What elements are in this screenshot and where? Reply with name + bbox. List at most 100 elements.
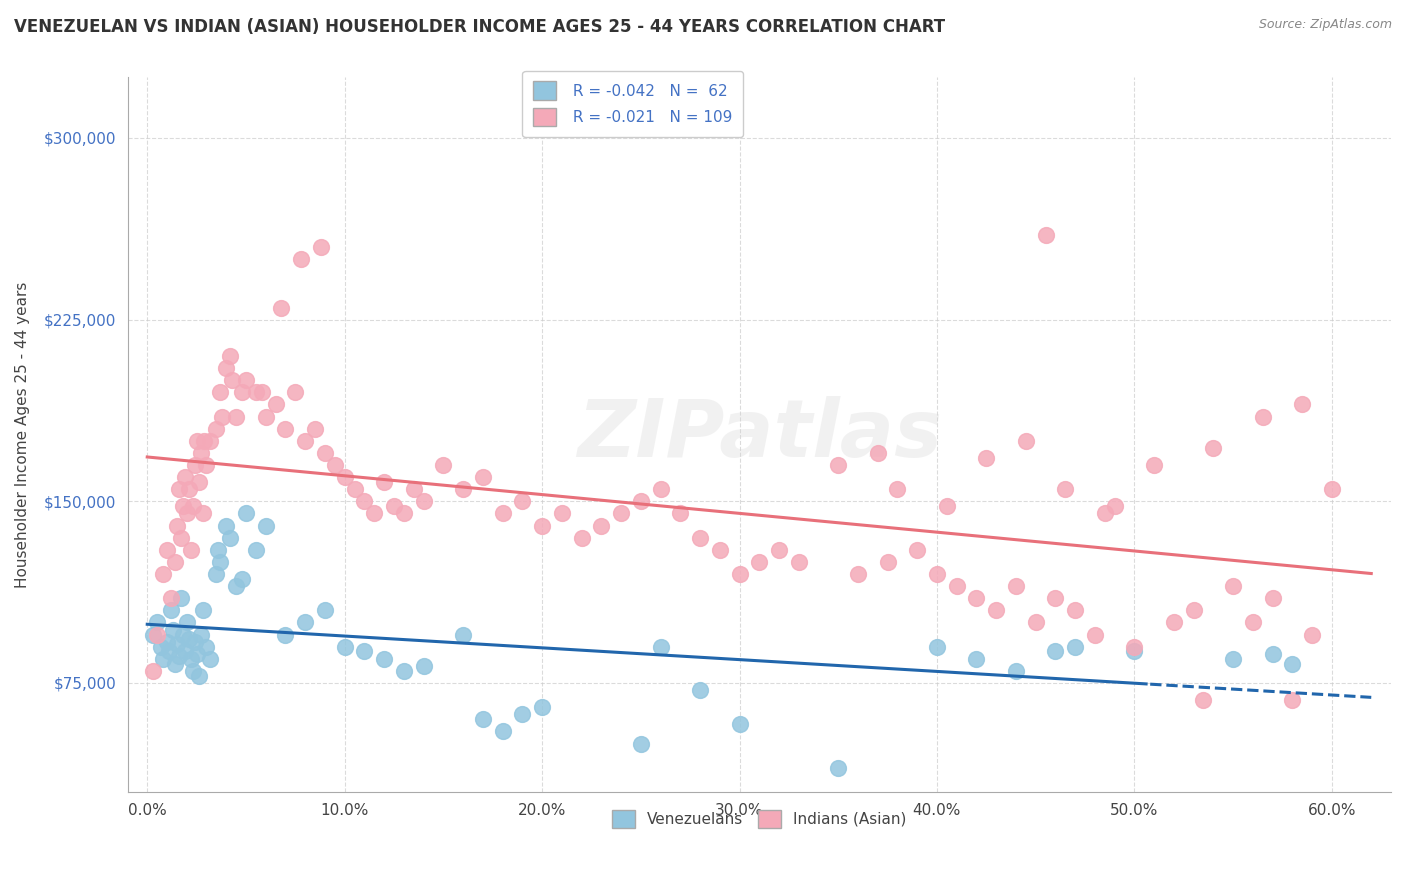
Point (905, 542, 928, 557)
Point (571, 531, 593, 545)
Point (1163, 615, 1185, 630)
Point (142, 664, 165, 678)
Point (1104, 499, 1126, 513)
Point (200, 434, 222, 448)
Point (177, 632, 200, 647)
Point (156, 634, 179, 648)
Point (925, 566, 948, 581)
Point (225, 409, 247, 424)
Point (207, 542, 229, 557)
Point (1320, 482, 1343, 496)
Point (166, 518, 188, 533)
Point (1064, 640, 1087, 654)
Point (245, 542, 267, 557)
Text: VENEZUELAN VS INDIAN (ASIAN) HOUSEHOLDER INCOME AGES 25 - 44 YEARS CORRELATION C: VENEZUELAN VS INDIAN (ASIAN) HOUSEHOLDER… (14, 18, 945, 36)
Point (323, 458, 346, 472)
Point (1261, 647, 1284, 661)
Point (146, 615, 169, 630)
Point (709, 542, 731, 557)
Point (768, 542, 790, 557)
Point (373, 652, 395, 666)
Point (1143, 458, 1166, 472)
Point (353, 644, 375, 658)
Point (1301, 627, 1323, 641)
Point (1035, 227, 1057, 242)
Text: Source: ZipAtlas.com: Source: ZipAtlas.com (1258, 18, 1392, 31)
Point (205, 566, 228, 581)
Point (163, 657, 186, 671)
Point (294, 434, 316, 448)
Point (1192, 693, 1215, 707)
Point (402, 482, 425, 496)
Point (284, 385, 307, 400)
Legend: Venezuelans, Indians (Asian): Venezuelans, Indians (Asian) (606, 804, 912, 834)
Point (235, 507, 257, 521)
Point (219, 349, 242, 363)
Point (290, 252, 312, 266)
Point (219, 531, 242, 545)
Point (183, 634, 205, 648)
Point (309, 240, 332, 254)
Point (689, 531, 711, 545)
Point (965, 652, 987, 666)
Point (250, 385, 273, 400)
Point (235, 373, 257, 387)
Point (1054, 482, 1077, 496)
Point (1123, 640, 1146, 654)
Point (163, 555, 186, 569)
Point (1241, 615, 1264, 630)
Point (471, 470, 494, 484)
Point (150, 640, 173, 654)
Point (1015, 434, 1038, 448)
Point (935, 499, 957, 513)
Point (1005, 579, 1028, 593)
Point (191, 507, 214, 521)
Point (186, 434, 208, 448)
Point (195, 640, 218, 654)
Point (270, 301, 292, 315)
Point (211, 409, 233, 424)
Point (225, 579, 247, 593)
Point (1005, 664, 1028, 678)
Point (412, 494, 434, 508)
Point (209, 555, 232, 569)
Point (451, 482, 474, 496)
Point (190, 446, 212, 460)
Point (254, 409, 277, 424)
Point (254, 518, 277, 533)
Point (173, 644, 195, 658)
Point (363, 507, 385, 521)
Point (512, 494, 534, 508)
Point (1261, 591, 1284, 606)
Point (1094, 507, 1116, 521)
Point (191, 603, 214, 617)
Point (170, 531, 193, 545)
Point (531, 700, 554, 714)
Point (1281, 657, 1303, 671)
Point (974, 450, 997, 465)
Point (1251, 409, 1274, 424)
Point (945, 579, 967, 593)
Point (451, 627, 474, 641)
Point (157, 644, 180, 658)
Point (669, 507, 692, 521)
Point (170, 591, 193, 606)
Point (650, 640, 672, 654)
Point (787, 555, 810, 569)
Point (181, 664, 204, 678)
Point (314, 446, 336, 460)
Point (152, 652, 174, 666)
Point (412, 659, 434, 673)
Point (142, 627, 165, 641)
Point (827, 458, 849, 472)
Point (274, 627, 297, 641)
Point (432, 458, 454, 472)
Point (650, 482, 672, 496)
Point (728, 717, 751, 731)
Point (531, 518, 554, 533)
Point (343, 482, 366, 496)
Point (491, 724, 513, 739)
Point (193, 434, 215, 448)
Point (333, 640, 356, 654)
Point (156, 542, 179, 557)
